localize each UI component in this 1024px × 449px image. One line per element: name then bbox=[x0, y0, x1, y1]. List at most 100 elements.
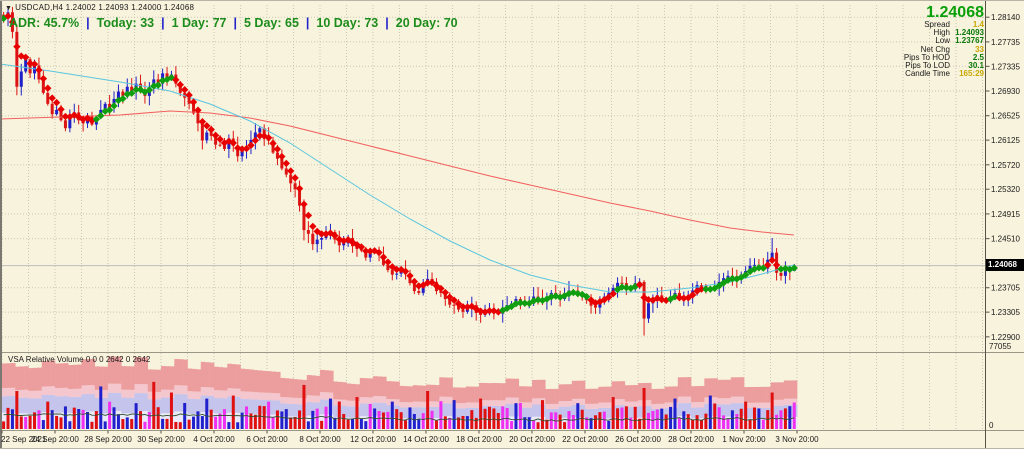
time-axis-label: 20 Oct 20:00 bbox=[509, 435, 555, 444]
adr-separator: | bbox=[161, 16, 165, 30]
time-axis-label: 8 Oct 20:00 bbox=[299, 435, 341, 444]
price-axis-label: 1.24915 bbox=[991, 210, 1020, 219]
volume-bar bbox=[412, 414, 416, 429]
volume-bar bbox=[351, 418, 355, 429]
volume-bar bbox=[686, 414, 690, 429]
volume-bar bbox=[55, 415, 59, 429]
volume-ma-line bbox=[3, 412, 795, 422]
volume-bar bbox=[487, 406, 491, 429]
volume-bar bbox=[404, 420, 408, 429]
volume-bar bbox=[156, 407, 160, 429]
volume-bar bbox=[585, 417, 589, 429]
volume-bar bbox=[103, 421, 107, 429]
volume-bar bbox=[249, 413, 253, 429]
volume-bar bbox=[452, 400, 456, 429]
symbol-ohlc-text: USDCAD,H4 1.24002 1.24093 1.24000 1.2406… bbox=[15, 3, 195, 12]
volume-bar bbox=[227, 422, 231, 429]
volume-bar bbox=[169, 392, 173, 429]
info-row: High 1.24093 bbox=[904, 28, 984, 37]
adr-separator: | bbox=[86, 16, 90, 30]
time-axis-label: 1 Nov 20:00 bbox=[722, 435, 766, 444]
info-row-label: Net Chg bbox=[920, 44, 950, 54]
volume-bar bbox=[607, 420, 611, 429]
slow-ma-line bbox=[0, 110, 795, 236]
volume-bar bbox=[183, 402, 187, 429]
info-row: Spread 1.4 bbox=[904, 20, 984, 29]
info-row-value: 33 bbox=[975, 44, 984, 54]
current-price-display: 1.24068 bbox=[926, 4, 984, 21]
volume-bar bbox=[421, 413, 425, 429]
market-info-panel: 1.24068 Spread 1.4 High 1.24093 Low 1.23767 Ne… bbox=[904, 4, 984, 78]
volume-bar bbox=[646, 412, 650, 429]
volume-bar bbox=[293, 417, 297, 429]
volume-bar bbox=[262, 406, 266, 429]
volume-bar bbox=[143, 421, 147, 429]
time-axis-label: 4 Oct 20:00 bbox=[193, 435, 235, 444]
adr-separator: | bbox=[385, 16, 389, 30]
volume-bar bbox=[744, 401, 748, 429]
vsa-indicator-label: VSA Relative Volume 0 0 0 2642 0 2642 bbox=[8, 355, 151, 364]
volume-bar bbox=[571, 415, 575, 429]
volume-bar bbox=[6, 407, 10, 429]
volume-bar bbox=[77, 409, 81, 429]
volume-bar bbox=[200, 416, 204, 429]
info-row-value: 30.1 bbox=[968, 61, 984, 71]
volume-bar bbox=[359, 418, 363, 429]
price-axis[interactable]: 1.28140 1.27735 1.27335 1.26930 1.26525 1.261… bbox=[985, 13, 1021, 430]
volume-bar bbox=[280, 411, 284, 429]
price-axis-label: 1.27335 bbox=[991, 62, 1020, 71]
volume-bar bbox=[514, 403, 518, 429]
volume-bar bbox=[527, 417, 531, 429]
chevron-down-icon[interactable]: ▼ bbox=[5, 5, 13, 12]
volume-bar bbox=[59, 417, 63, 429]
symbol-ohlc-line[interactable]: ▼ USDCAD,H4 1.24002 1.24093 1.24000 1.240… bbox=[5, 3, 194, 12]
volume-bar bbox=[775, 414, 779, 429]
volume-bar bbox=[116, 414, 120, 429]
volume-bar bbox=[377, 411, 381, 429]
volume-bar bbox=[231, 395, 235, 429]
volume-bar bbox=[540, 400, 544, 429]
volume-bar bbox=[457, 417, 461, 429]
volume-bar bbox=[642, 387, 646, 429]
volume-bar bbox=[368, 403, 372, 429]
volume-bar bbox=[722, 415, 726, 429]
volume-bar bbox=[691, 419, 695, 429]
volume-bar bbox=[205, 398, 209, 429]
volume-bar bbox=[90, 421, 94, 429]
adr-item: 20 Day: 70 bbox=[395, 16, 458, 30]
time-axis-label: 6 Oct 20:00 bbox=[246, 435, 288, 444]
volume-bar bbox=[620, 407, 624, 429]
info-row: Low 1.23767 bbox=[904, 37, 984, 45]
adr-item: 1 Day: 77 bbox=[171, 16, 227, 30]
volume-bar bbox=[558, 414, 562, 429]
time-axis-label: 30 Sep 20:00 bbox=[137, 435, 185, 444]
volume-bar bbox=[629, 417, 633, 429]
volume-bar bbox=[63, 406, 67, 429]
volume-bar bbox=[10, 409, 14, 429]
volume-bar bbox=[306, 421, 310, 429]
volume-bar bbox=[41, 420, 45, 429]
time-axis-label: 18 Oct 20:00 bbox=[456, 435, 502, 444]
volume-bar bbox=[730, 410, 734, 429]
info-row: Pips To HOD 2.5 bbox=[903, 52, 984, 62]
volume-axis-min: 0 bbox=[989, 421, 994, 430]
volume-bar bbox=[752, 407, 756, 429]
volume-bar bbox=[496, 413, 500, 429]
time-axis-label: 12 Oct 20:00 bbox=[350, 435, 396, 444]
volume-bar bbox=[37, 410, 41, 429]
volume-bar bbox=[218, 413, 222, 429]
volume-bar bbox=[748, 419, 752, 429]
volume-bar bbox=[616, 408, 620, 429]
volume-bar bbox=[125, 417, 129, 429]
volume-bar bbox=[761, 419, 765, 429]
volume-bar bbox=[121, 419, 125, 429]
volume-bar bbox=[68, 421, 72, 429]
volume-bar bbox=[708, 395, 712, 429]
volume-bar bbox=[222, 409, 226, 429]
volume-bar bbox=[474, 417, 478, 429]
info-row-label: Pips To HOD bbox=[903, 52, 950, 62]
info-row-label: Low bbox=[935, 36, 950, 46]
time-axis-label: 26 Oct 20:00 bbox=[615, 435, 661, 444]
